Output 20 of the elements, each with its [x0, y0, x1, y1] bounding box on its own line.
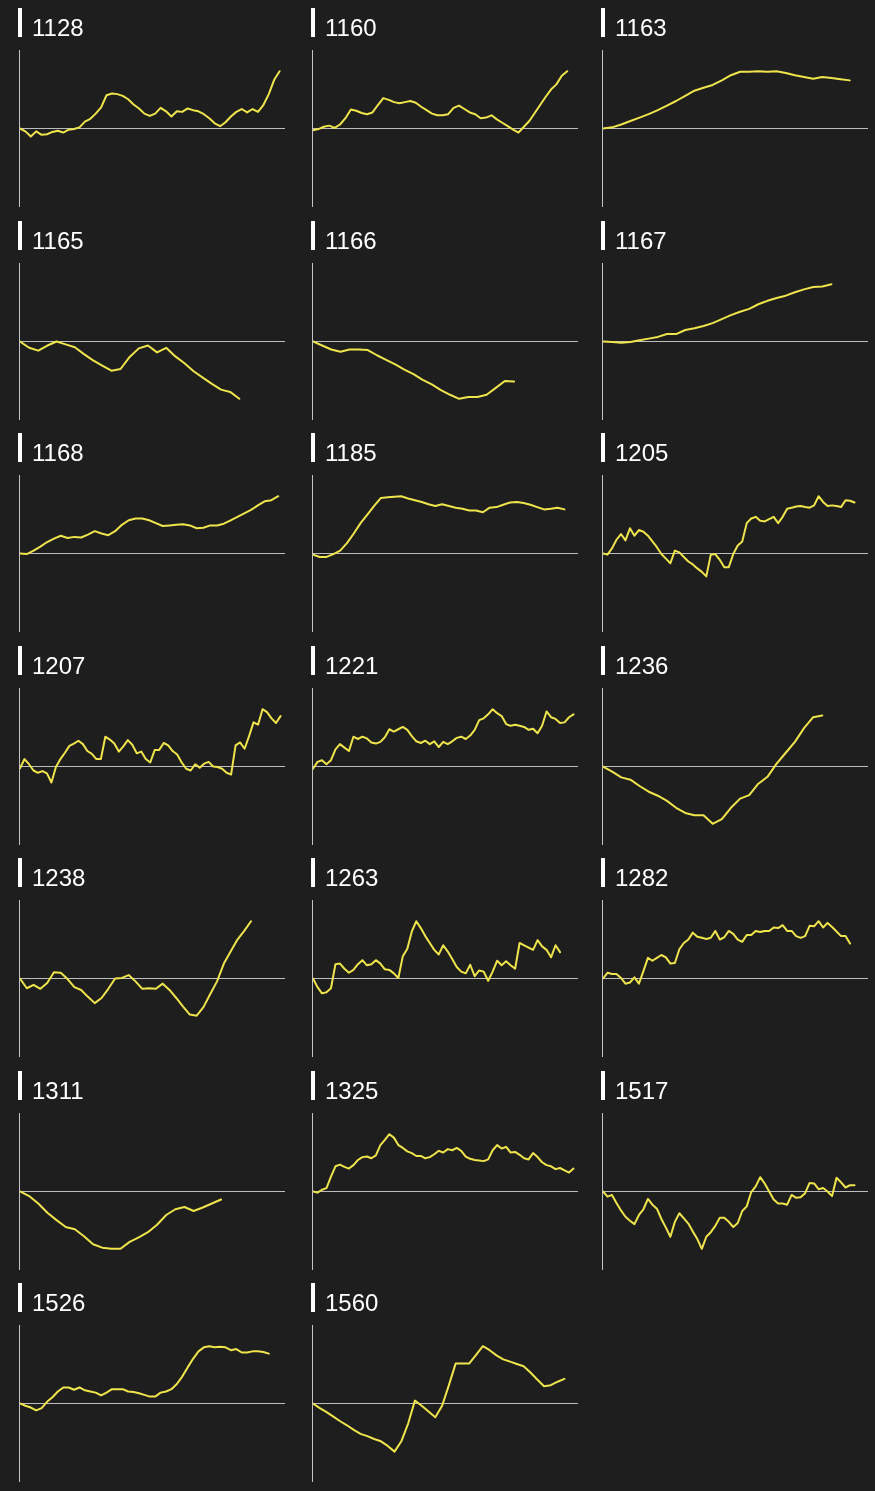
chart-title: 1526	[32, 1289, 86, 1317]
chart-title: 1311	[32, 1076, 84, 1105]
chart-title: 1517	[615, 1076, 669, 1105]
chart-title: 1168	[32, 439, 84, 467]
chart-title: 1163	[615, 14, 667, 42]
chart-title: 1263	[325, 864, 379, 892]
chart-title: 1128	[32, 14, 84, 42]
chart-title: 1236	[615, 651, 669, 680]
chart-title: 1238	[32, 864, 86, 892]
chart-title: 1160	[325, 14, 377, 42]
chart-title: 1205	[615, 439, 669, 467]
chart-title: 1282	[615, 864, 669, 892]
chart-title: 1221	[325, 651, 379, 680]
chart-title: 1560	[325, 1289, 379, 1317]
chart-title: 1165	[32, 226, 84, 255]
chart-title: 1167	[615, 226, 667, 255]
chart-title: 1207	[32, 651, 86, 680]
chart-title: 1185	[325, 439, 377, 467]
chart-title: 1325	[325, 1076, 379, 1105]
chart-title: 1166	[325, 226, 377, 255]
